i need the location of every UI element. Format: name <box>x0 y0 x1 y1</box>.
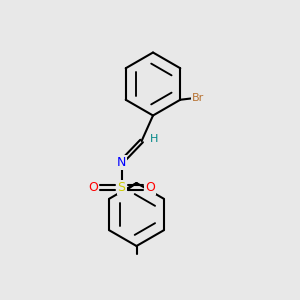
Text: N: N <box>117 155 126 169</box>
Text: O: O <box>88 181 98 194</box>
Text: H: H <box>150 134 158 145</box>
Text: O: O <box>145 181 155 194</box>
Text: Br: Br <box>192 93 204 103</box>
Text: S: S <box>118 181 125 194</box>
